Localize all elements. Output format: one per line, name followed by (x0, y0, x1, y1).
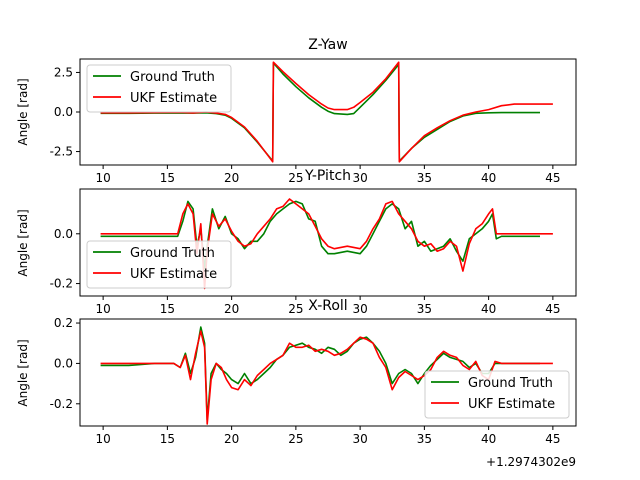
legend: Ground Truth UKF Estimate (86, 240, 232, 289)
x-tick-label: 40 (481, 171, 496, 185)
y-tick-label: 0.0 (54, 227, 73, 241)
x-tick-label: 10 (95, 432, 110, 446)
x-tick-label: 30 (352, 171, 367, 185)
x-tick-label: 40 (481, 432, 496, 446)
series-line-ukf-estimate (100, 61, 553, 163)
legend-label-ukf-estimate: UKF Estimate (130, 91, 217, 106)
plot-area: 10 15 20 25 30 35 40 45 -0.2 0.0 0.2 Ground Truth UK… (50, 316, 577, 446)
subplot-roll: X-Roll Angle [rad] 10 15 20 25 30 35 40 45 -0.2 0… (16, 298, 577, 446)
x-tick-label: 15 (160, 432, 175, 446)
y-axis-label: Angle [rad] (16, 78, 30, 145)
x-tick-label: 30 (352, 302, 367, 316)
x-tick-label: 20 (224, 302, 239, 316)
x-tick-label: 10 (95, 302, 110, 316)
x-tick-label: 45 (545, 432, 560, 446)
legend-box (424, 370, 570, 419)
x-tick-label: 35 (417, 171, 432, 185)
subplot-yaw: Z-Yaw Angle [rad] 10 15 20 25 30 35 40 45 -2.5 0.… (16, 37, 577, 185)
subplot-title: X-Roll (308, 298, 347, 314)
x-tick-label: 10 (95, 171, 110, 185)
x-tick-label: 25 (288, 302, 303, 316)
x-tick-label: 15 (160, 171, 175, 185)
y-tick-label: -0.2 (50, 397, 73, 411)
y-tick-label: -2.5 (50, 145, 73, 159)
legend-box (86, 240, 232, 289)
legend: Ground Truth UKF Estimate (86, 64, 232, 113)
y-tick-label: 0.0 (54, 105, 73, 119)
subplot-title: Y-Pitch (304, 168, 351, 184)
plot-area: 10 15 20 25 30 35 40 45 -0.2 0.0 Ground Truth UKF E… (50, 188, 577, 316)
y-axis-label: Angle [rad] (16, 339, 30, 406)
x-tick-label: 45 (545, 171, 560, 185)
legend: Ground Truth UKF Estimate (424, 370, 570, 419)
legend-label-ground-truth: Ground Truth (130, 246, 215, 261)
x-tick-label: 15 (160, 302, 175, 316)
y-axis-label: Angle [rad] (16, 209, 30, 276)
x-tick-label: 20 (224, 171, 239, 185)
y-tick-label: 0.0 (54, 356, 73, 370)
x-tick-label: 30 (352, 432, 367, 446)
legend-label-ukf-estimate: UKF Estimate (130, 267, 217, 282)
subplot-title: Z-Yaw (308, 37, 347, 53)
legend-box (86, 64, 232, 113)
x-tick-label: 25 (288, 171, 303, 185)
x-tick-label: 40 (481, 302, 496, 316)
x-offset-label: +1.2974302e9 (486, 455, 576, 469)
x-tick-label: 25 (288, 432, 303, 446)
subplot-pitch: Y-Pitch Angle [rad] 10 15 20 25 30 35 40 45 -0.2… (16, 168, 577, 316)
axes-frame (79, 318, 577, 427)
y-tick-label: 0.2 (54, 316, 73, 330)
axes-frame (79, 188, 577, 297)
x-tick-label: 35 (417, 302, 432, 316)
legend-label-ground-truth: Ground Truth (468, 376, 553, 391)
x-tick-label: 35 (417, 432, 432, 446)
series-line-ukf-estimate (100, 330, 553, 425)
plot-area: 10 15 20 25 30 35 40 45 -2.5 0.0 2.5 Ground Truth UK… (50, 58, 577, 185)
y-tick-label: -0.2 (50, 277, 73, 291)
y-tick-label: 2.5 (54, 65, 73, 79)
x-tick-label: 20 (224, 432, 239, 446)
legend-label-ukf-estimate: UKF Estimate (468, 397, 555, 412)
x-tick-label: 45 (545, 302, 560, 316)
legend-label-ground-truth: Ground Truth (130, 70, 215, 85)
